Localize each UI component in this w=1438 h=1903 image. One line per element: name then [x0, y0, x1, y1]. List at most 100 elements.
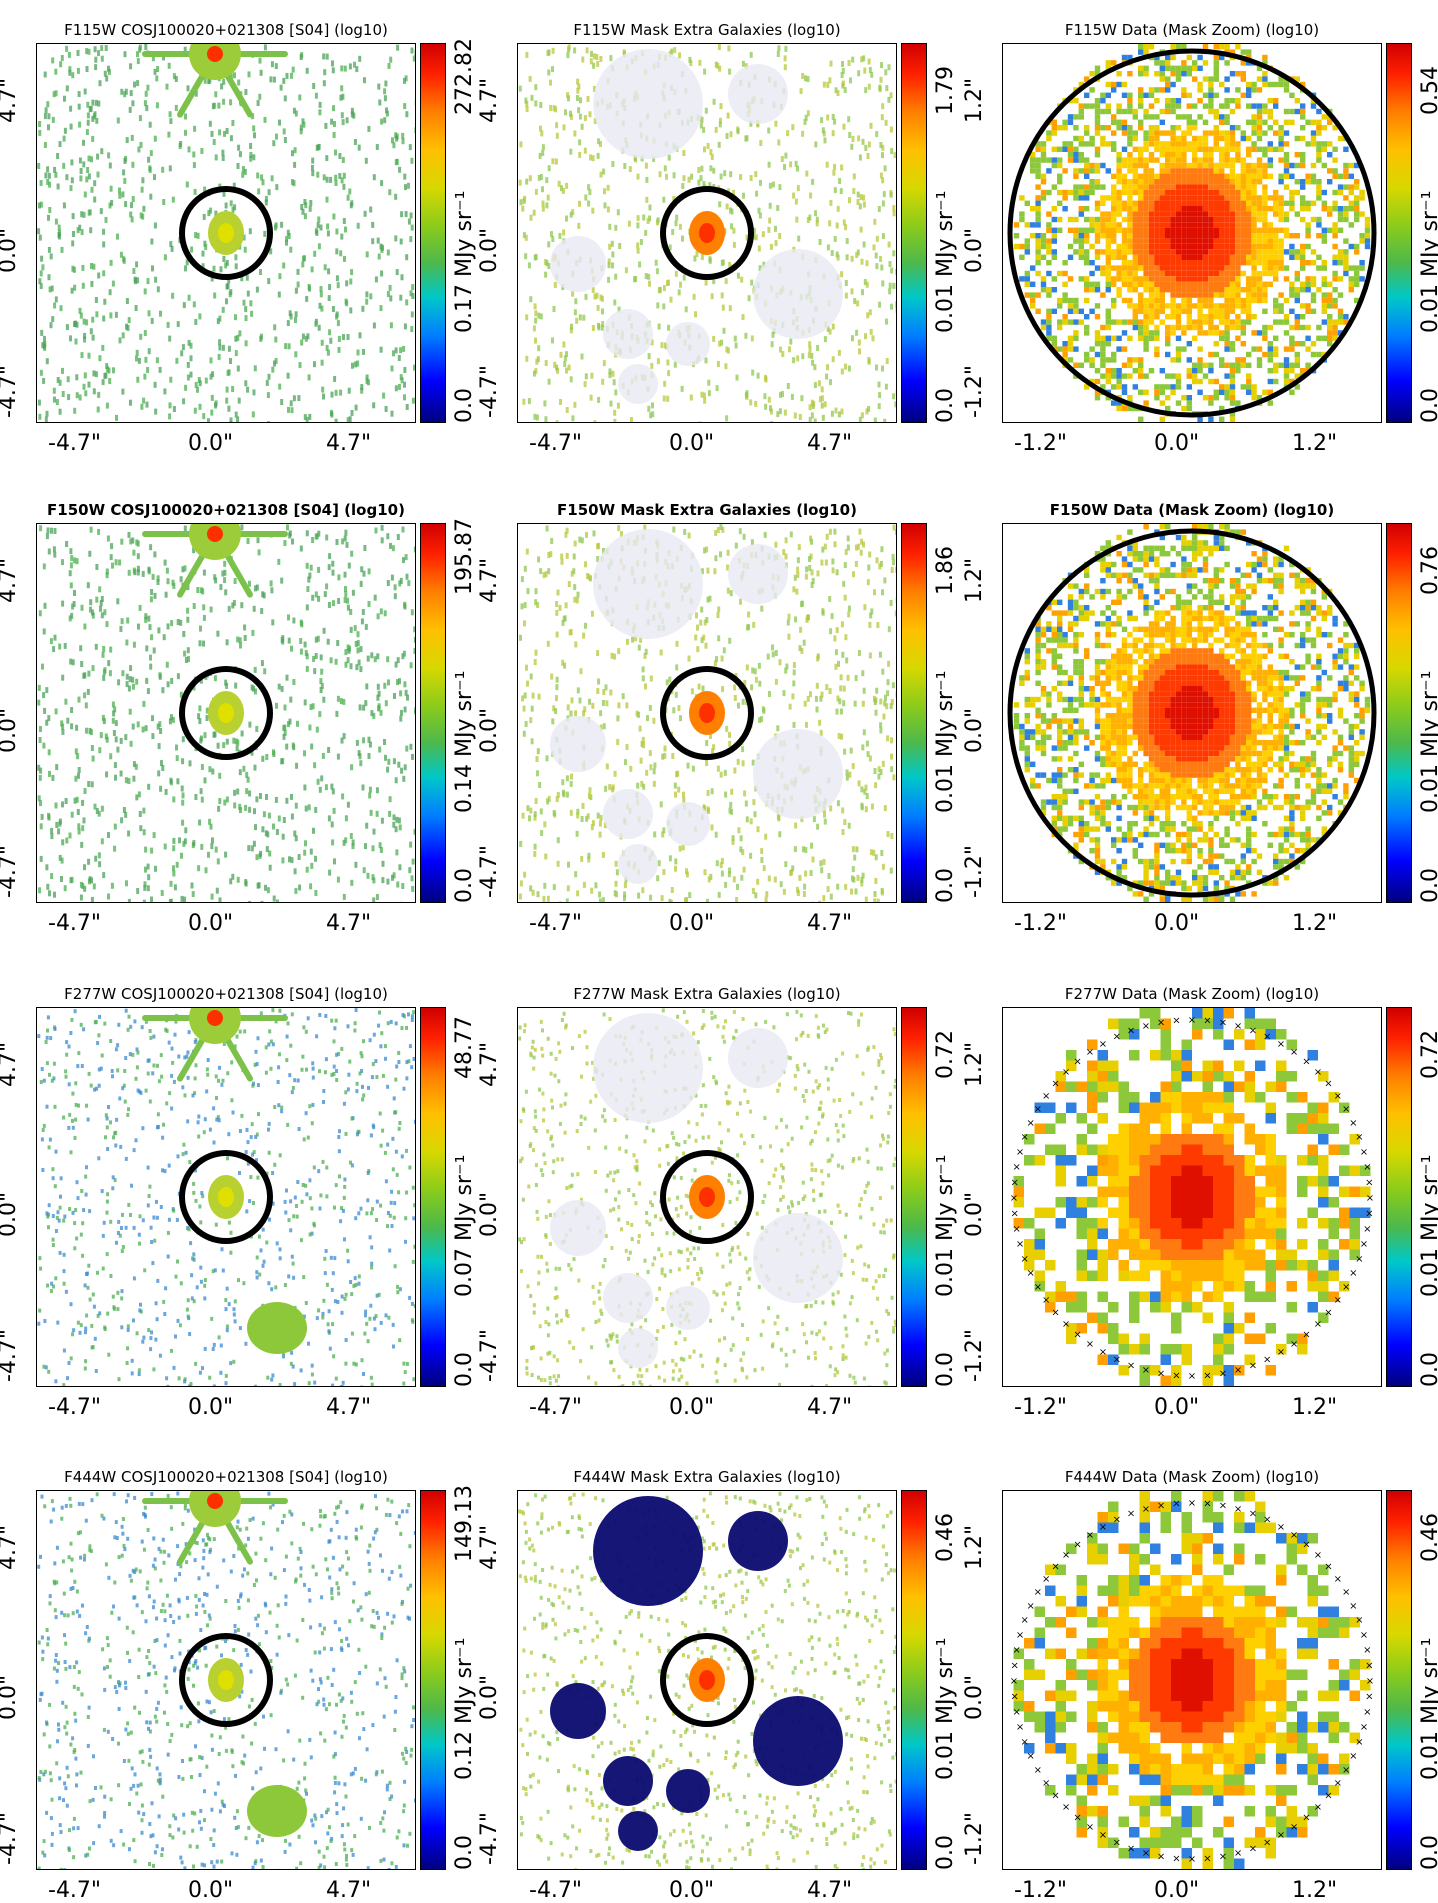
y-tick-label: 1.2": [962, 78, 987, 123]
panel-title: F150W COSJ100020+021308 [S04] (log10): [36, 501, 416, 519]
x-tick-label: 4.7": [326, 1878, 371, 1903]
image-zoom: ××××××××××××××××××××××××××××××××××××××××…: [1002, 1007, 1382, 1387]
x-tick-label: 4.7": [807, 911, 852, 936]
y-tick-label: 0.0": [477, 1675, 502, 1720]
colorbar: [1386, 523, 1412, 903]
x-tick-label: 0.0": [1154, 1878, 1199, 1903]
y-tick-label: -4.7": [0, 365, 21, 418]
colorbar-max-label: 0.72: [933, 1030, 958, 1079]
colorbar-unit-label: 0.01 MJy sr⁻¹: [933, 1638, 958, 1780]
colorbar-max-label: 272.82: [452, 38, 477, 115]
image-full: [36, 1490, 416, 1870]
colorbar-unit-label: 0.01 MJy sr⁻¹: [1418, 1155, 1438, 1297]
image-mask: [517, 523, 897, 903]
x-tick-label: 1.2": [1292, 911, 1337, 936]
colorbar-max-label: 195.87: [452, 518, 477, 595]
panel-title: F150W Mask Extra Galaxies (log10): [517, 501, 897, 519]
colorbar: [901, 1490, 927, 1870]
panel-title: F115W COSJ100020+021308 [S04] (log10): [36, 21, 416, 39]
image-mask: [517, 1007, 897, 1387]
image-full: [36, 523, 416, 903]
x-tick-label: 0.0": [669, 911, 714, 936]
y-tick-label: -4.7": [477, 1329, 502, 1382]
colorbar: [420, 43, 446, 423]
y-tick-label: 1.2": [962, 1042, 987, 1087]
image-zoom: [1002, 43, 1382, 423]
x-tick-label: -4.7": [529, 431, 582, 456]
colorbar-unit-label: 0.01 MJy sr⁻¹: [1418, 1638, 1438, 1780]
x-tick-label: -1.2": [1014, 911, 1067, 936]
y-tick-label: 4.7": [477, 1525, 502, 1570]
colorbar-min-label: 0.0: [933, 388, 958, 423]
x-tick-label: 4.7": [807, 1395, 852, 1420]
colorbar: [1386, 1007, 1412, 1387]
colorbar-unit-label: 0.01 MJy sr⁻¹: [1418, 671, 1438, 813]
y-tick-label: 0.0": [477, 1192, 502, 1237]
y-tick-label: 0.0": [0, 228, 21, 273]
x-tick-label: 4.7": [326, 431, 371, 456]
colorbar-min-label: 0.0: [452, 388, 477, 423]
y-tick-label: 4.7": [477, 1042, 502, 1087]
y-tick-label: -4.7": [0, 1329, 21, 1382]
colorbar-min-label: 0.0: [933, 868, 958, 903]
y-tick-label: 1.2": [962, 558, 987, 603]
colorbar: [420, 523, 446, 903]
colorbar-unit-label: 0.14 MJy sr⁻¹: [452, 671, 477, 813]
colorbar: [1386, 1490, 1412, 1870]
y-tick-label: 4.7": [0, 1525, 21, 1570]
x-tick-label: 0.0": [188, 911, 233, 936]
colorbar-unit-label: 0.01 MJy sr⁻¹: [933, 191, 958, 333]
image-full: [36, 43, 416, 423]
colorbar: [901, 43, 927, 423]
y-tick-label: -1.2": [962, 845, 987, 898]
y-tick-label: 4.7": [0, 1042, 21, 1087]
image-zoom: ××××××××××××××××××××××××××××××××××××××××…: [1002, 1490, 1382, 1870]
colorbar-unit-label: 0.01 MJy sr⁻¹: [1418, 191, 1438, 333]
colorbar-min-label: 0.0: [452, 868, 477, 903]
x-tick-label: 1.2": [1292, 1395, 1337, 1420]
y-tick-label: 1.2": [962, 1525, 987, 1570]
x-tick-label: -1.2": [1014, 431, 1067, 456]
x-tick-label: -4.7": [48, 1395, 101, 1420]
x-tick-label: 4.7": [326, 911, 371, 936]
colorbar-max-label: 1.79: [933, 66, 958, 115]
x-tick-label: 0.0": [1154, 911, 1199, 936]
y-tick-label: -1.2": [962, 1329, 987, 1382]
y-tick-label: -4.7": [477, 1812, 502, 1865]
panel-title: F115W Data (Mask Zoom) (log10): [1002, 21, 1382, 39]
colorbar-unit-label: 0.17 MJy sr⁻¹: [452, 191, 477, 333]
colorbar-min-label: 0.0: [1418, 868, 1438, 903]
panel-title: F444W Mask Extra Galaxies (log10): [517, 1468, 897, 1486]
y-tick-label: 0.0": [477, 708, 502, 753]
colorbar: [420, 1490, 446, 1870]
panel-title: F277W Mask Extra Galaxies (log10): [517, 985, 897, 1003]
x-tick-label: 0.0": [1154, 431, 1199, 456]
y-tick-label: 4.7": [477, 558, 502, 603]
colorbar: [901, 523, 927, 903]
colorbar-max-label: 0.46: [933, 1513, 958, 1562]
x-tick-label: -4.7": [529, 1878, 582, 1903]
image-mask: [517, 1490, 897, 1870]
x-tick-label: -1.2": [1014, 1395, 1067, 1420]
x-tick-label: 0.0": [669, 1395, 714, 1420]
x-tick-label: 4.7": [807, 431, 852, 456]
panel-title: F444W COSJ100020+021308 [S04] (log10): [36, 1468, 416, 1486]
image-zoom: [1002, 523, 1382, 903]
x-tick-label: -4.7": [529, 1395, 582, 1420]
colorbar-unit-label: 0.01 MJy sr⁻¹: [933, 671, 958, 813]
colorbar-min-label: 0.0: [452, 1835, 477, 1870]
colorbar-min-label: 0.0: [933, 1352, 958, 1387]
colorbar-min-label: 0.0: [452, 1352, 477, 1387]
y-tick-label: 0.0": [962, 1675, 987, 1720]
colorbar-max-label: 0.72: [1418, 1030, 1438, 1079]
x-tick-label: -4.7": [48, 1878, 101, 1903]
image-mask: [517, 43, 897, 423]
y-tick-label: 0.0": [477, 228, 502, 273]
x-tick-label: 1.2": [1292, 1878, 1337, 1903]
y-tick-label: 4.7": [477, 78, 502, 123]
image-full: [36, 1007, 416, 1387]
colorbar-max-label: 0.46: [1418, 1513, 1438, 1562]
colorbar-unit-label: 0.07 MJy sr⁻¹: [452, 1155, 477, 1297]
x-tick-label: 0.0": [669, 1878, 714, 1903]
y-tick-label: 4.7": [0, 78, 21, 123]
